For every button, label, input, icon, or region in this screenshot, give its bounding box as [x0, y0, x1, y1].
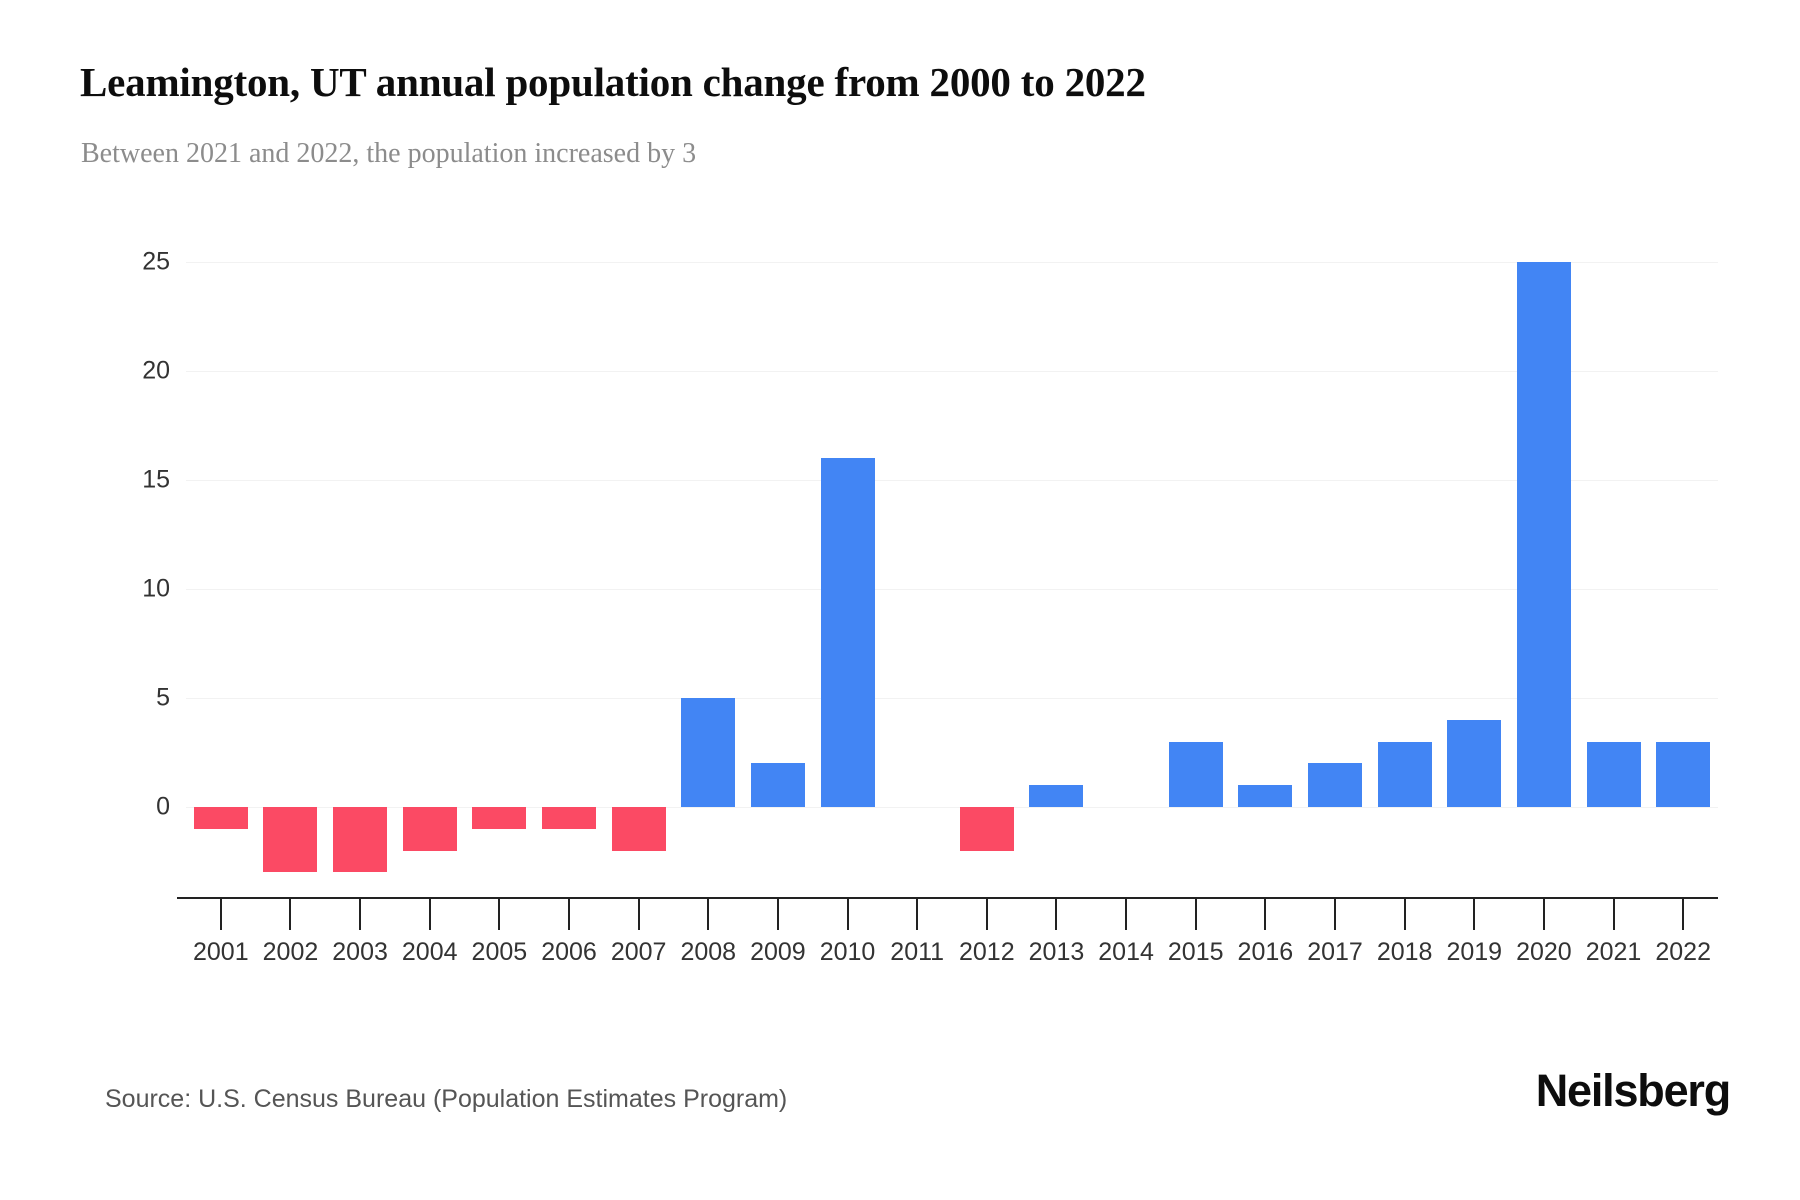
x-axis-tick-label: 2022	[1655, 938, 1711, 966]
x-axis-tick-label: 2008	[680, 938, 737, 966]
x-axis-tick	[1542, 899, 1545, 930]
x-axis-tick-label: 2021	[1585, 938, 1642, 966]
x-axis-tick-label: 2014	[1098, 938, 1154, 966]
x-axis-tick	[637, 899, 640, 930]
bar-2002[interactable]	[263, 807, 318, 873]
bar-2021[interactable]	[1586, 741, 1641, 807]
x-axis-tick	[776, 899, 779, 930]
bar-2012[interactable]	[959, 807, 1014, 851]
y-axis-tick-label: 10	[142, 574, 170, 603]
x-axis-tick-label: 2013	[1028, 938, 1085, 966]
x-axis-tick	[916, 899, 919, 930]
x-axis-tick	[428, 899, 431, 930]
x-axis-tick-label: 2011	[890, 938, 945, 966]
gridline	[186, 480, 1718, 481]
y-axis-tick-label: 5	[156, 683, 170, 712]
bar-2019[interactable]	[1447, 719, 1502, 807]
x-axis-tick-label: 2004	[401, 938, 458, 966]
x-axis-tick-label: 2017	[1307, 938, 1363, 966]
brand-logo: Neilsberg	[1535, 1065, 1731, 1116]
x-axis-tick	[1264, 899, 1267, 930]
bar-2022[interactable]	[1656, 741, 1711, 807]
x-axis-tick	[1055, 899, 1058, 930]
bar-2013[interactable]	[1029, 785, 1084, 807]
gridline	[186, 589, 1718, 590]
bar-2020[interactable]	[1516, 262, 1571, 807]
x-axis-tick	[846, 899, 849, 930]
bar-2005[interactable]	[472, 807, 527, 829]
x-axis-tick	[289, 899, 292, 930]
chart-subtitle: Between 2021 and 2022, the population in…	[81, 138, 697, 169]
bar-2009[interactable]	[750, 763, 805, 807]
x-axis-tick	[707, 899, 710, 930]
bar-2015[interactable]	[1168, 741, 1223, 807]
x-axis-tick-label: 2002	[262, 938, 319, 966]
x-axis-tick-label: 2016	[1237, 938, 1294, 966]
bar-2003[interactable]	[333, 807, 388, 873]
y-axis-tick-label: 15	[142, 465, 170, 494]
x-axis-line	[177, 897, 1718, 899]
page-title: Leamington, UT annual population change …	[80, 59, 1146, 105]
x-axis-tick-label: 2005	[471, 938, 528, 966]
x-axis-tick-label: 2003	[332, 938, 388, 966]
source-note: Source: U.S. Census Bureau (Population E…	[105, 1085, 788, 1113]
x-axis-tick	[1403, 899, 1406, 930]
bar-2017[interactable]	[1308, 763, 1362, 807]
x-axis-tick-label: 2015	[1167, 938, 1224, 966]
x-axis-tick-label: 2006	[541, 938, 597, 966]
x-axis-tick	[1334, 899, 1336, 930]
x-axis-tick-label: 2019	[1446, 938, 1503, 966]
bar-2016[interactable]	[1238, 785, 1293, 807]
bar-2001[interactable]	[193, 807, 248, 829]
bar-2008[interactable]	[681, 698, 736, 807]
bar-2018[interactable]	[1377, 741, 1432, 807]
x-axis-tick	[1612, 899, 1615, 930]
x-axis-tick-label: 2012	[959, 938, 1015, 966]
bar-2006[interactable]	[542, 807, 596, 829]
x-axis-tick	[1682, 899, 1685, 930]
gridline	[186, 807, 1718, 808]
x-axis-tick	[1194, 899, 1197, 930]
x-axis-tick	[498, 899, 501, 930]
bar-2010[interactable]	[820, 458, 875, 807]
bar-2007[interactable]	[611, 807, 666, 851]
bar-2004[interactable]	[402, 807, 457, 851]
x-axis-tick-label: 2009	[750, 938, 806, 966]
x-axis-tick	[219, 899, 222, 930]
y-axis-tick-label: 0	[156, 792, 170, 821]
x-axis-tick	[1473, 899, 1476, 930]
x-axis-tick	[985, 899, 988, 930]
x-axis-tick	[1125, 899, 1128, 930]
x-axis-tick	[359, 899, 362, 930]
x-axis-tick-label: 2010	[819, 938, 876, 966]
y-axis-tick-label: 20	[142, 356, 170, 385]
x-axis-tick	[568, 899, 570, 930]
gridline	[186, 371, 1718, 372]
x-axis-tick-label: 2001	[193, 938, 249, 966]
x-axis-tick-label: 2018	[1376, 938, 1433, 966]
gridline	[186, 698, 1718, 699]
y-axis-tick-label: 25	[142, 247, 170, 276]
x-axis-tick-label: 2007	[610, 938, 667, 966]
gridline	[186, 262, 1718, 263]
x-axis-tick-label: 2020	[1516, 938, 1572, 966]
